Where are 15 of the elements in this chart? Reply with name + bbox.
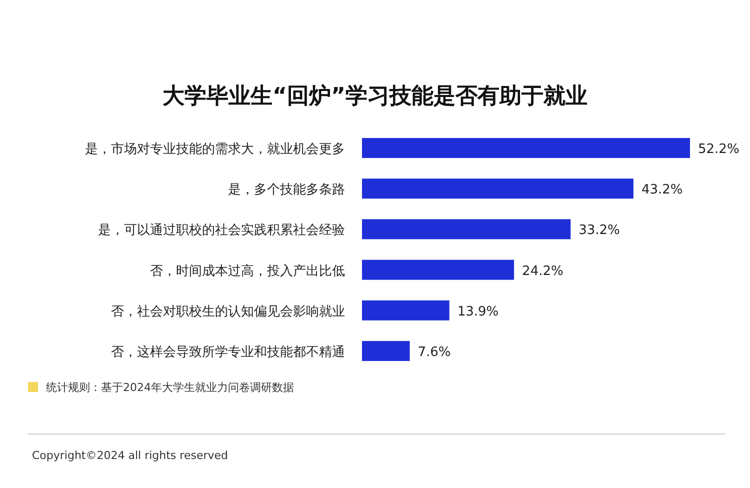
data-label: 33.2% [578,223,620,238]
text: Copyright©2024 all rights reserved [32,449,228,462]
chart-title: 大学毕业生“回炉”学习技能是否有助于就业 [162,83,588,109]
data-label: 7.6% [418,345,451,360]
y-tick-label: 是，可以通过职校的社会实践积累社会经验 [98,223,345,238]
data-label: 43.2% [641,182,683,198]
text: 统计规则：基于2024年大学生就业力问卷调研数据 [46,381,294,394]
data-label: 24.2% [522,264,564,279]
y-tick-label: 是，市场对专业技能的需求大，就业机会更多 [85,142,345,157]
y-tick-label: 否，社会对职校生的认知偏见会影响就业 [111,304,345,320]
data-label: 13.9% [457,304,499,320]
y-tick-label: 否，这样会导致所学专业和技能都不精通 [111,345,345,360]
y-tick-label: 否，时间成本过高，投入产出比低 [150,262,345,279]
data-label: 52.2% [698,142,740,157]
y-tick-label: 是，多个技能多条路 [228,182,345,198]
